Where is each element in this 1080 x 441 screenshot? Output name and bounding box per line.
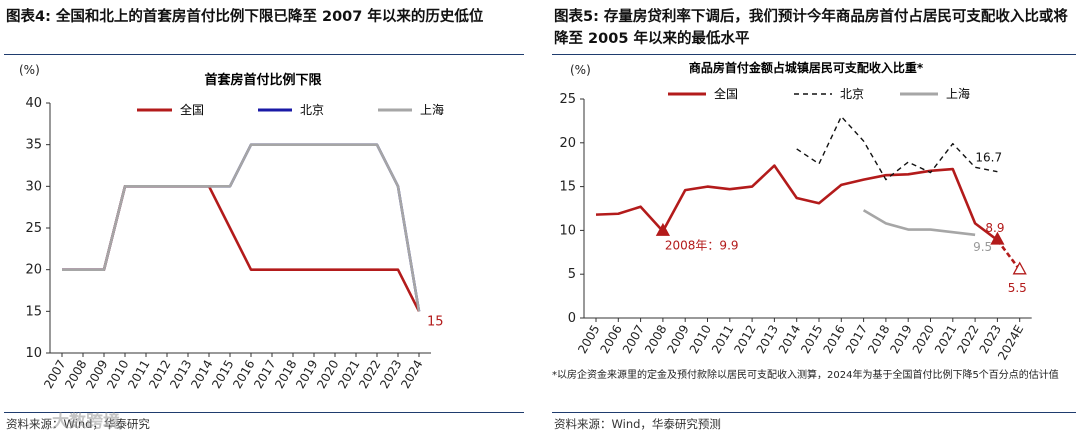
right-y-tick-label: 25 (559, 92, 576, 107)
right-x-tick-label: 2006 (598, 323, 625, 356)
right-series-line-beijing (796, 115, 998, 181)
right-chart-title: 商品房首付金额占城镇居民可支配收入比重* (689, 60, 924, 75)
left-y-tick-label: 20 (25, 263, 42, 278)
right-x-tick-label: 2020 (910, 323, 937, 356)
right-x-tick-label: 2022 (954, 323, 981, 356)
right-y-tick-label: 0 (568, 311, 576, 326)
right-forecast-line (996, 239, 1021, 271)
right-y-tick-label: 15 (559, 180, 576, 195)
right-axes: 0510152025200520062007200820092010201120… (559, 92, 1032, 363)
left-series-line-quanguo (62, 185, 421, 312)
annotation-shanghai-2022: 9.5 (973, 240, 992, 254)
left-series-line-shanghai (62, 143, 421, 312)
right-footnote: *以房企资金来源里的定金及预付款除以居民可支配收入测算，2024年为基于全国首付… (552, 370, 1059, 381)
left-y-tick-label: 30 (25, 179, 42, 194)
legend-label-shanghai: 上海 (946, 86, 970, 101)
right-x-tick-label: 2021 (932, 323, 959, 356)
left-chart-header: 图表4: 全国和北上的首套房首付比例下限已降至 2007 年以来的历史低位 (6, 9, 484, 25)
right-y-tick-label: 5 (568, 267, 576, 282)
right-legend: 全国 北京 上海 (668, 86, 970, 101)
left-footer-rule (4, 412, 524, 413)
legend-label-quanguo: 全国 (180, 102, 204, 117)
annotation-quanguo-2023: 8.9 (985, 221, 1004, 235)
left-y-tick-label: 25 (25, 221, 42, 236)
left-series (62, 143, 421, 312)
left-x-tick-label: 2024 (398, 358, 425, 391)
left-chart: (%) 首套房首付比例下限 10152025303540200720082009… (19, 63, 444, 391)
left-y-tick-label: 15 (25, 304, 42, 319)
left-header-rule (4, 54, 524, 55)
right-series-line-quanguo (595, 164, 999, 242)
right-x-tick-label: 2010 (687, 323, 714, 356)
right-y-unit: (%) (570, 63, 591, 77)
left-y-tick-label: 40 (25, 96, 42, 111)
legend-label-beijing: 北京 (840, 87, 864, 101)
left-source: 资料来源：Wind，华泰研究 (6, 417, 150, 431)
right-x-tick-label: 2009 (664, 323, 691, 356)
right-x-tick-label: 2013 (754, 323, 781, 356)
right-x-tick-label: 2008 (642, 323, 669, 356)
left-end-label: 15 (427, 314, 444, 329)
annotation-2008-low: 2008年：9.9 (665, 238, 739, 252)
right-source: 资料来源：Wind，华泰研究预测 (554, 417, 721, 431)
watermark: 大数跨境 (52, 412, 120, 432)
annotation-forecast-2024: 5.5 (1008, 281, 1027, 295)
right-x-tick-label: 2017 (843, 323, 870, 356)
right-y-tick-label: 20 (559, 136, 576, 151)
right-x-tick-label: 2012 (731, 323, 758, 356)
right-chart-header: 图表5: 存量房贷利率下调后，我们预计今年商品房首付占居民可支配收入比或将降至 … (554, 9, 1068, 47)
right-x-tick-label: 2005 (575, 323, 602, 356)
left-legend: 全国 北京 上海 (137, 102, 444, 117)
left-y-unit: (%) (19, 63, 40, 77)
legend-label-shanghai: 上海 (420, 102, 444, 117)
right-series-line-shanghai (862, 209, 976, 237)
right-x-tick-label: 2018 (865, 323, 892, 356)
right-x-tick-label: 2014 (776, 323, 803, 356)
left-axes: 1015202530354020072008200920102011201220… (25, 96, 431, 391)
right-header-rule (552, 54, 1076, 55)
annotation-beijing-2023: 16.7 (975, 151, 1002, 165)
right-y-tick-label: 10 (559, 223, 576, 238)
legend-label-quanguo: 全国 (714, 86, 738, 101)
right-x-tick-label: 2019 (887, 323, 914, 356)
marker-2023 (990, 231, 1005, 245)
right-x-tick-label: 2011 (709, 323, 736, 356)
right-series (595, 115, 1027, 275)
right-panel: 图表5: 存量房贷利率下调后，我们预计今年商品房首付占居民可支配收入比或将降至 … (548, 0, 1080, 441)
right-x-tick-label: 2015 (798, 323, 825, 356)
right-x-tick-label: 2016 (821, 323, 848, 356)
left-y-tick-label: 35 (25, 138, 42, 153)
legend-label-beijing: 北京 (300, 103, 324, 117)
left-y-tick-label: 10 (25, 346, 42, 361)
left-chart-title: 首套房首付比例下限 (204, 72, 322, 88)
right-chart: (%) 商品房首付金额占城镇居民可支配收入比重* 051015202520052… (559, 60, 1032, 363)
marker-2008-low (655, 222, 670, 236)
marker-2024-forecast (1012, 261, 1027, 275)
left-panel: 图表4: 全国和北上的首套房首付比例下限已降至 2007 年以来的历史低位 (%… (0, 0, 528, 441)
right-x-tick-label: 2007 (620, 323, 647, 356)
right-footer-rule (552, 412, 1076, 413)
